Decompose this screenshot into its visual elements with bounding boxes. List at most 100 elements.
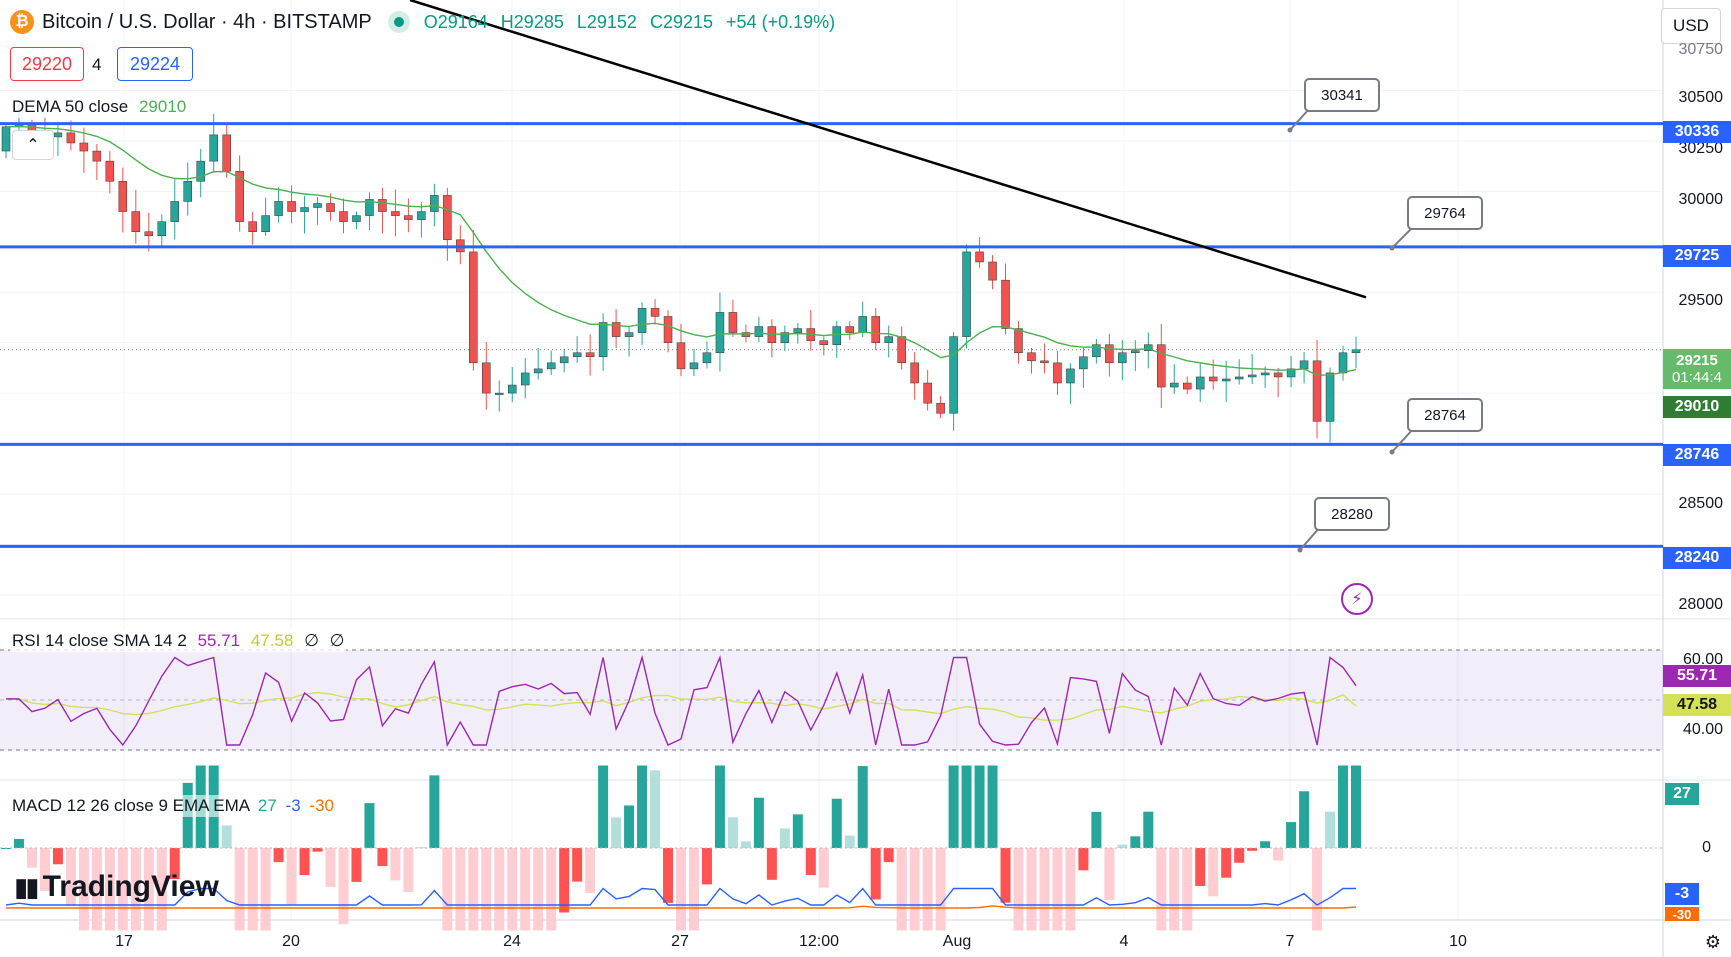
macd-histogram-bar (1208, 848, 1219, 897)
candle-body (1001, 279, 1010, 329)
rsi-legend[interactable]: RSI 14 close SMA 14 2 55.71 47.58 ∅ ∅ (10, 630, 347, 652)
macd-histogram-bar (766, 848, 777, 880)
macd-histogram-bar (740, 841, 751, 848)
macd-hist-value: 27 (257, 796, 277, 815)
level-tag-30336[interactable]: 30336 (1663, 121, 1731, 143)
macd-histogram-bar (13, 839, 24, 848)
macd-histogram-bar (390, 848, 401, 881)
macd-histogram-bar (39, 848, 50, 891)
candle-body (1208, 376, 1218, 382)
macd-histogram-bar (1351, 765, 1361, 848)
callout-30341[interactable]: 30341 (1304, 78, 1380, 112)
macd-line (5, 887, 1356, 906)
candle-body (650, 308, 660, 317)
macd-histogram-bar (1091, 811, 1102, 848)
macd-histogram-bar (1338, 765, 1349, 848)
candle-body (248, 221, 257, 232)
level-tag-28240[interactable]: 28240 (1663, 547, 1731, 569)
candle-body (962, 251, 971, 337)
macd-histogram-bar (974, 765, 985, 848)
dema-value: 29010 (138, 97, 187, 116)
macd-histogram-bar (1299, 791, 1310, 848)
macd-label: MACD 12 26 close 9 EMA EMA (12, 796, 250, 815)
sell-button[interactable]: 29220 (10, 47, 84, 81)
macd-histogram-bar (1273, 848, 1284, 861)
rsi-label: RSI 14 close SMA 14 2 (12, 631, 187, 650)
macd-histogram-bar (1026, 848, 1037, 931)
candle-body (443, 195, 452, 241)
lightning-icon[interactable]: ⚡ (1341, 583, 1373, 615)
price-axis-label: 30250 (1678, 140, 1724, 157)
macd-histogram-bar (1013, 848, 1024, 931)
macd-histogram-bar (130, 848, 141, 931)
macd-histogram-bar (1130, 836, 1141, 848)
candle-body (910, 362, 919, 384)
candle-body (261, 215, 270, 232)
callout-leader (1391, 427, 1415, 453)
candle-body (131, 211, 141, 232)
change-value: +54 (+0.19%) (726, 11, 836, 32)
macd-axis-label: 0 (1702, 839, 1711, 856)
candle-body (988, 261, 997, 281)
macd-histogram-bar (1169, 848, 1180, 931)
candle-body (495, 392, 504, 395)
tradingview-logo: ▮▮ TradingView (14, 870, 219, 904)
level-tag-28746[interactable]: 28746 (1663, 444, 1731, 466)
candle-body (391, 211, 400, 216)
time-axis-label: 4 (1119, 933, 1129, 950)
macd-histogram-bar (104, 848, 115, 931)
macd-histogram-bar (1221, 848, 1232, 878)
candle-body (624, 332, 634, 337)
candle-body (585, 352, 595, 358)
macd-histogram-bar (403, 848, 414, 892)
rsi-extra-1: ∅ (304, 631, 319, 650)
currency-button[interactable]: USD (1661, 8, 1721, 44)
candle-body (598, 322, 608, 358)
settings-icon[interactable]: ⚙ (1704, 932, 1721, 952)
collapse-legend-button[interactable]: ⌃ (12, 130, 54, 160)
trend-line (409, 0, 1367, 299)
callout-29764[interactable]: 29764 (1407, 196, 1483, 230)
symbol-title[interactable]: Bitcoin / U.S. Dollar · 4h · BITSTAMP (42, 10, 372, 33)
dema-legend[interactable]: DEMA 50 close 29010 (10, 96, 189, 118)
candle-body (1, 126, 11, 152)
macd-histogram-bar (1039, 848, 1050, 931)
high-value: H29285 (500, 11, 564, 32)
macd-histogram-bar (1078, 848, 1089, 871)
time-axis-label: 24 (503, 933, 521, 950)
price-axis-label: 30000 (1678, 191, 1724, 208)
macd-histogram-bar (377, 848, 388, 867)
macd-histogram-bar (117, 848, 128, 931)
rsi-sma-line (5, 691, 1357, 721)
buy-button[interactable]: 29224 (117, 47, 193, 81)
macd-histogram-bar (857, 766, 868, 848)
macd-histogram-bar (663, 848, 674, 903)
macd-histogram-bar (1286, 822, 1297, 848)
candle-body (118, 181, 128, 212)
macd-histogram-bar (65, 848, 76, 907)
ohlc-values: O29164 H29285 L29152 C29215 +54 (+0.19%) (424, 12, 843, 33)
macd-histogram-bar (1260, 841, 1271, 848)
price-axis-label: 29500 (1678, 292, 1724, 309)
callout-28764[interactable]: 28764 (1407, 398, 1483, 432)
rsi-axis-label: 60.00 (1682, 651, 1723, 668)
candle-body (469, 251, 478, 364)
candle-body (832, 326, 842, 345)
macd-histogram-bar (26, 848, 37, 868)
macd-legend[interactable]: MACD 12 26 close 9 EMA EMA 27 -3 -30 (10, 795, 336, 817)
candle-body (53, 132, 63, 138)
candle-body (404, 215, 413, 220)
macd-signal-line (5, 905, 1357, 909)
candle-body (1144, 344, 1153, 351)
callout-28280[interactable]: 28280 (1314, 497, 1390, 531)
macd-histogram-bar (1117, 844, 1128, 848)
candle-body (1040, 360, 1049, 364)
macd-histogram-bar (442, 848, 453, 931)
candle-body (1325, 372, 1335, 422)
candle-countdown: 01:44:4 (1671, 369, 1723, 386)
macd-histogram-bar (143, 848, 154, 931)
candle-body (352, 215, 361, 222)
level-tag-29725[interactable]: 29725 (1663, 245, 1731, 267)
time-axis-label: Aug (942, 933, 972, 950)
